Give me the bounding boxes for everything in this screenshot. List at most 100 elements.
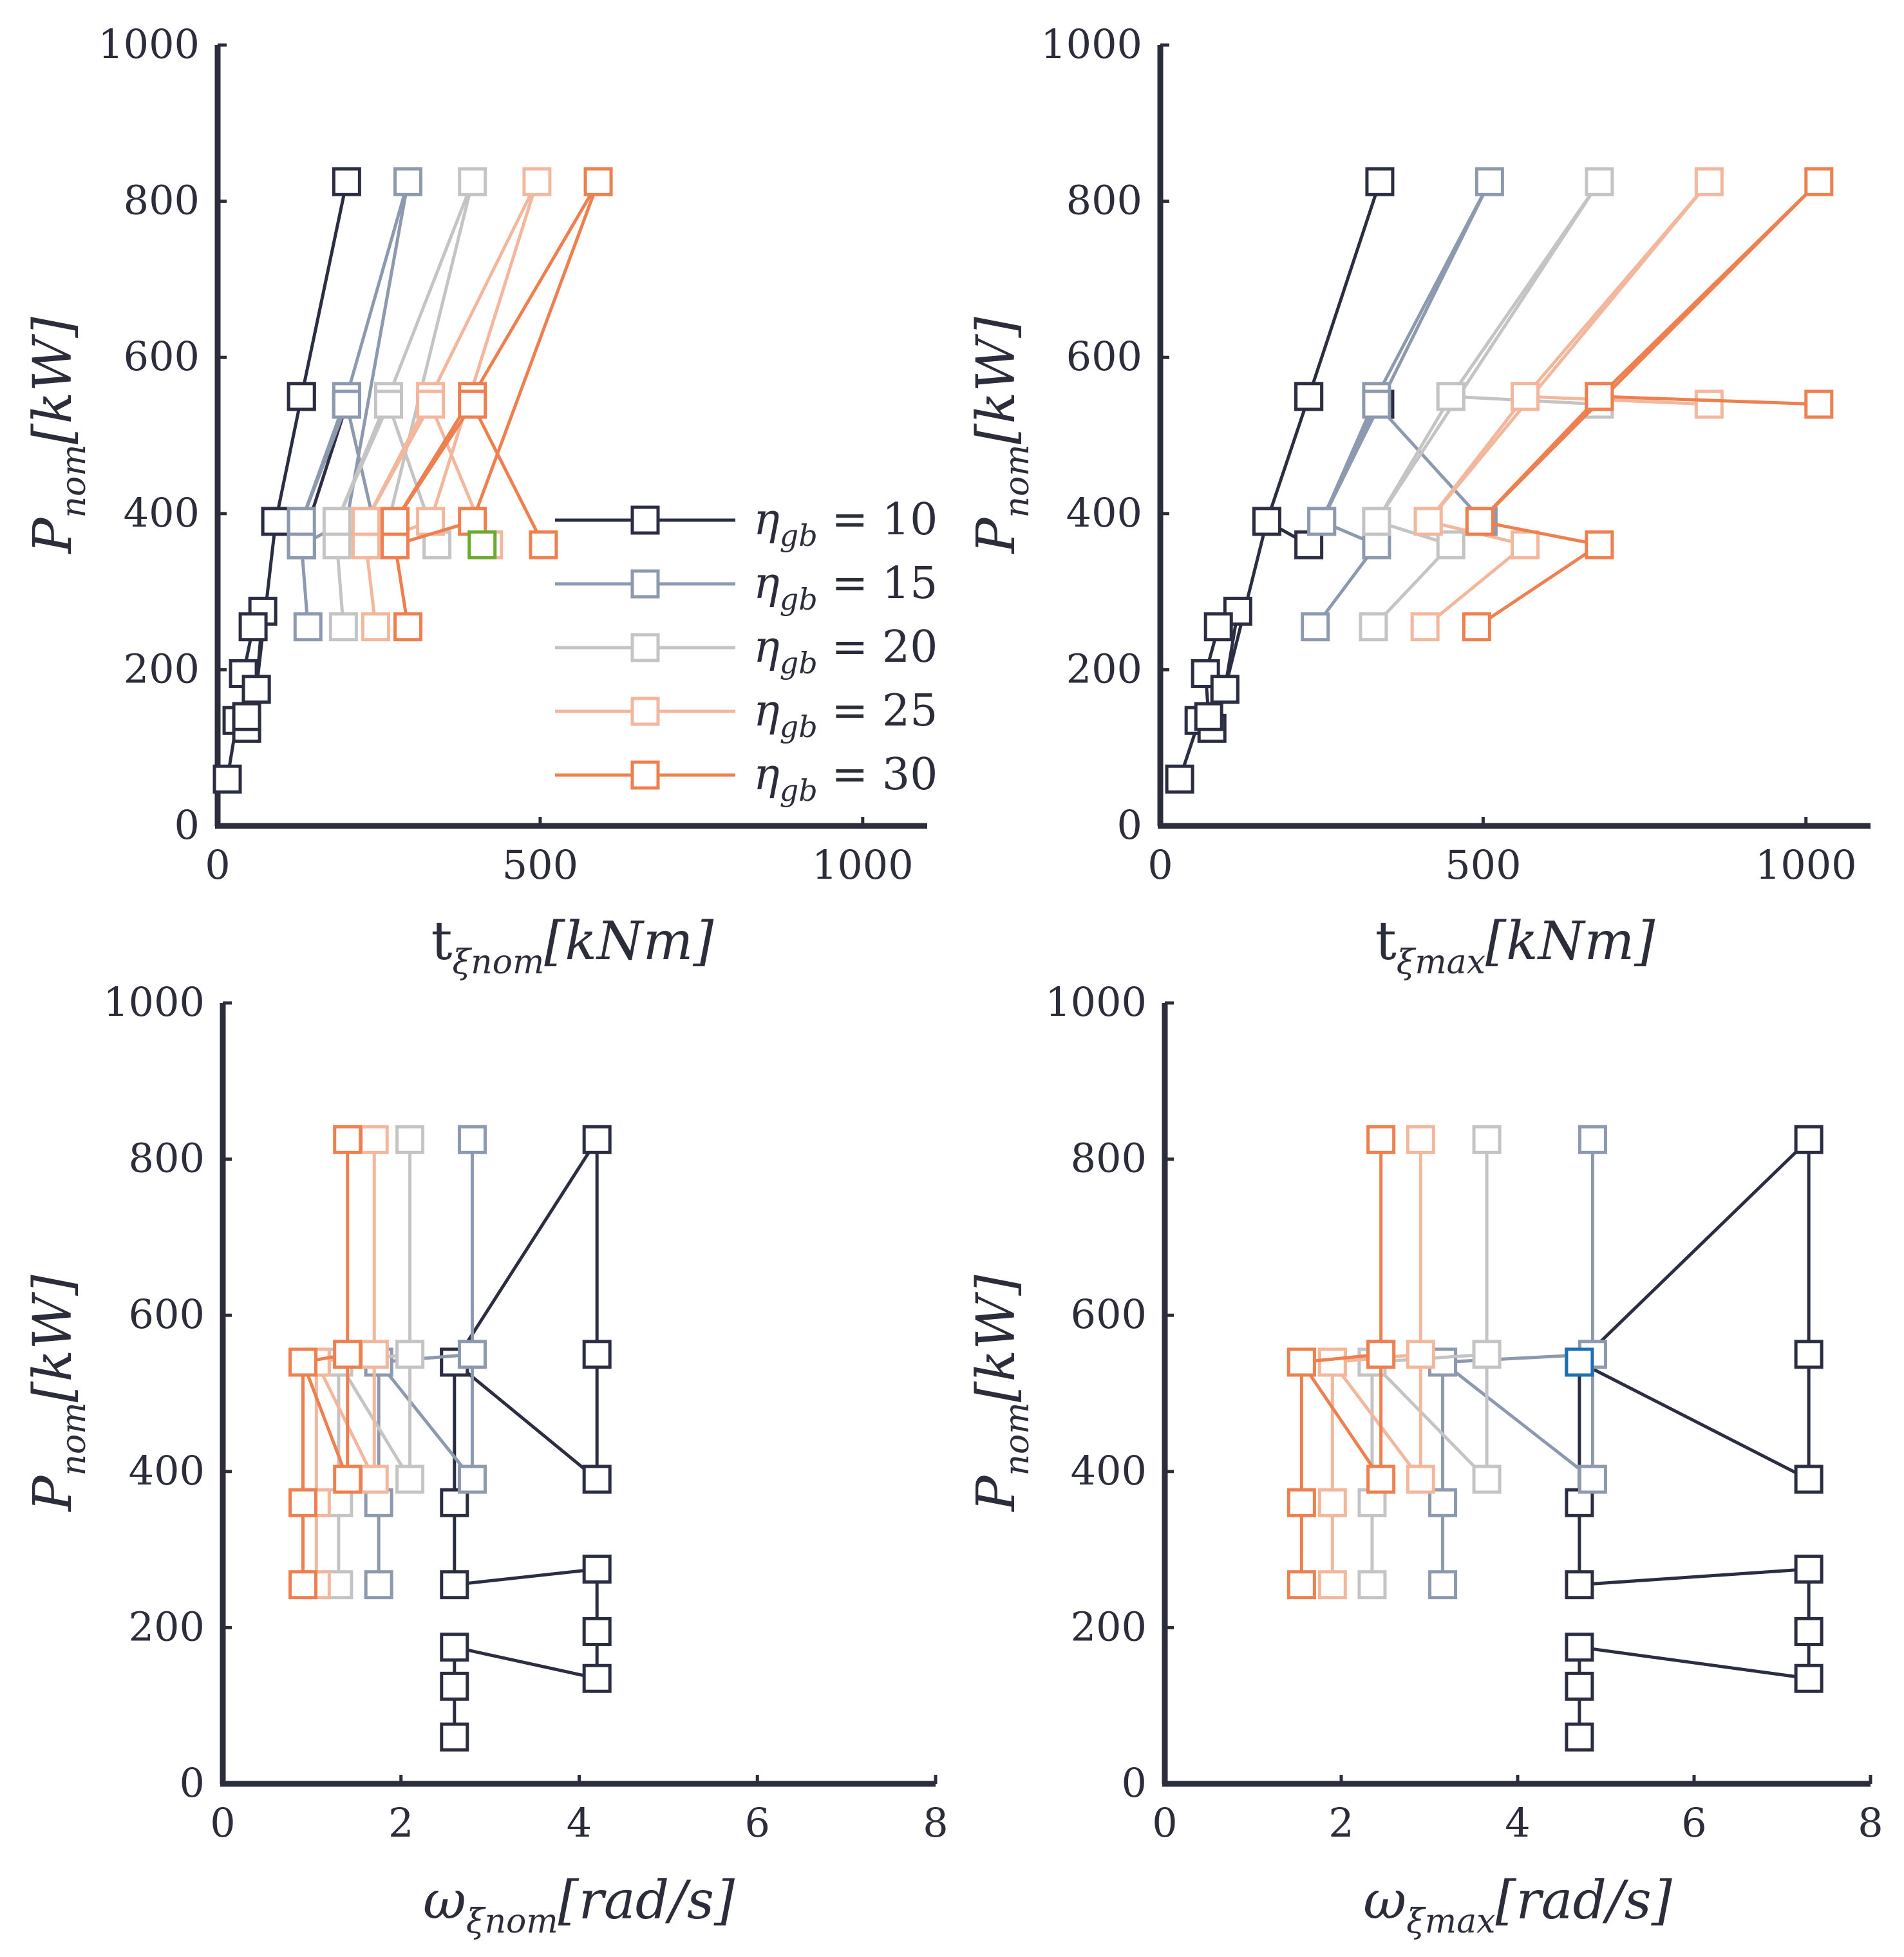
x-tick-label: 4 <box>567 1799 592 1846</box>
panel-bottom-left: 0 200 400 600 800 1000 0 2 4 6 8 ωξnom[rad/s] Pnom[k… <box>23 979 948 1941</box>
data-point <box>1462 612 1491 642</box>
data-point <box>1317 1570 1347 1600</box>
series-3 <box>1317 1125 1435 1600</box>
y-axis-label: Pnom[kW] <box>966 1274 1037 1512</box>
data-point <box>1362 389 1391 419</box>
data-point <box>440 1722 469 1752</box>
series-2 <box>1359 167 1614 642</box>
x-tick-label: 4 <box>1505 1799 1530 1846</box>
data-point <box>1475 167 1504 196</box>
data-point <box>1366 1125 1396 1154</box>
data-point <box>582 1340 612 1369</box>
legend-label: ηgb = 25 <box>753 686 938 744</box>
y-tick-label: 200 <box>1071 1603 1147 1650</box>
data-point <box>582 1554 612 1584</box>
data-point <box>1472 1340 1502 1369</box>
legend-entry: ηgb = 30 <box>555 749 938 808</box>
series-3 <box>351 167 552 642</box>
data-point <box>1511 382 1540 411</box>
data-point <box>288 1347 318 1377</box>
y-tick-label: 200 <box>129 1603 205 1650</box>
legend-marker <box>630 569 660 599</box>
legend-entry: ηgb = 20 <box>555 622 938 680</box>
data-point <box>1359 612 1388 642</box>
series-line <box>314 1138 376 1585</box>
data-point <box>395 1125 425 1154</box>
data-point <box>1578 1465 1607 1494</box>
data-point <box>322 507 352 536</box>
y-tick-label: 200 <box>1066 645 1142 692</box>
x-tick-label: 8 <box>1858 1799 1883 1846</box>
series-0 <box>212 167 361 794</box>
data-point <box>359 1125 389 1154</box>
data-point <box>1366 1465 1396 1494</box>
data-point <box>1413 507 1443 536</box>
y-axis-label: Pnom[kW] <box>23 316 93 554</box>
data-point <box>393 167 423 196</box>
y-tick-label: 0 <box>174 801 200 848</box>
data-point <box>582 1663 612 1693</box>
series-0 <box>1165 167 1395 794</box>
data-point <box>364 1570 393 1600</box>
y-tick-label: 1000 <box>1041 21 1142 68</box>
x-axis-label: tξnom[kNm] <box>431 911 715 982</box>
data-point <box>1465 507 1494 536</box>
data-point <box>287 507 316 536</box>
data-point <box>1694 167 1724 196</box>
panel-bottom-right: 0 200 400 600 800 1000 0 2 4 6 8 ωξmax[rad/s] Pnom[k… <box>966 979 1883 1941</box>
data-point <box>1794 1465 1824 1494</box>
data-point <box>1294 382 1324 411</box>
data-point <box>1406 1340 1435 1369</box>
data-point <box>1472 1465 1502 1494</box>
data-point <box>1794 1554 1824 1584</box>
x-tick-label: 0 <box>1147 841 1173 888</box>
x-tick-label: 0 <box>1152 1799 1177 1846</box>
series-line <box>301 1138 350 1585</box>
data-point <box>522 167 552 196</box>
data-point <box>1301 612 1330 642</box>
y-tick-label: 800 <box>124 177 200 224</box>
data-point <box>1694 389 1724 419</box>
x-tick-label: 6 <box>745 1799 770 1846</box>
y-tick-label: 0 <box>1117 801 1142 848</box>
y-tick-label: 600 <box>1066 333 1142 380</box>
y-tick-label: 400 <box>1066 489 1142 536</box>
data-point <box>393 612 423 642</box>
y-axis-label: Pnom[kW] <box>23 1274 93 1512</box>
data-point <box>1194 702 1223 731</box>
data-point <box>332 389 361 419</box>
legend-entry: ηgb = 15 <box>555 558 938 617</box>
x-axis-label: tξmax[kNm] <box>1375 911 1655 982</box>
data-point <box>373 389 403 419</box>
data-point <box>1565 1570 1594 1600</box>
x-tick-label: 500 <box>1445 841 1521 888</box>
data-point <box>333 1465 363 1494</box>
legend-label: ηgb = 10 <box>753 494 938 553</box>
x-tick-label: 2 <box>1328 1799 1353 1846</box>
x-tick-label: 8 <box>923 1799 948 1846</box>
series-line <box>1372 180 1601 628</box>
y-tick-label: 600 <box>1071 1291 1147 1338</box>
series-4 <box>288 1125 363 1600</box>
data-point <box>582 1125 612 1154</box>
data-point <box>361 612 390 642</box>
y-tick-label: 0 <box>180 1759 205 1806</box>
y-tick-label: 800 <box>1066 177 1142 224</box>
data-point <box>364 1488 393 1517</box>
data-point <box>1436 530 1466 559</box>
data-point <box>1511 530 1540 559</box>
y-tick-label: 400 <box>129 1447 205 1494</box>
x-tick-label: 6 <box>1681 1799 1706 1846</box>
series-0 <box>1565 1125 1824 1752</box>
data-point <box>359 1340 389 1369</box>
data-point <box>1565 1671 1594 1701</box>
legend-entry: ηgb = 25 <box>555 686 938 744</box>
data-point <box>322 530 352 559</box>
data-point <box>582 1616 612 1646</box>
y-axis-label: Pnom[kW] <box>966 316 1037 554</box>
series-line <box>1299 1138 1383 1585</box>
data-point <box>241 675 271 704</box>
data-point <box>1287 1488 1316 1517</box>
data-point <box>287 382 316 411</box>
